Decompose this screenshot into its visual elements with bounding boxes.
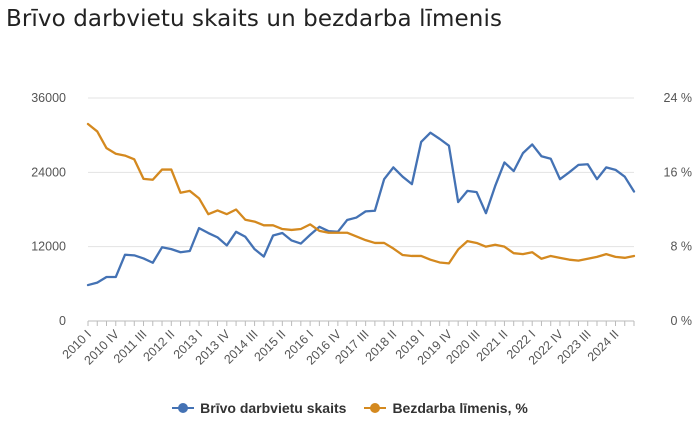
- legend-item-unemployment[interactable]: Bezdarba līmenis, %: [364, 400, 528, 416]
- left-tick-label: 24000: [31, 165, 66, 179]
- x-tick-label: 2021 II: [474, 327, 511, 364]
- grid-lines: [88, 97, 634, 322]
- legend: Brīvo darbvietu skaits Bezdarba līmenis,…: [0, 400, 700, 416]
- chart-title: Brīvo darbvietu skaits un bezdarba līmen…: [6, 6, 503, 32]
- x-tick-label: 2012 II: [140, 327, 177, 364]
- series-line-1: [86, 122, 636, 265]
- left-tick-label: 0: [59, 314, 66, 328]
- legend-label-unemployment: Bezdarba līmenis, %: [392, 400, 528, 416]
- legend-item-vacancies[interactable]: Brīvo darbvietu skaits: [172, 400, 346, 416]
- series-lines: [86, 122, 636, 287]
- right-tick-label: 8 %: [670, 240, 692, 254]
- legend-label-vacancies: Brīvo darbvietu skaits: [200, 400, 347, 416]
- left-tick-label: 36000: [31, 91, 66, 105]
- right-tick-label: 24 %: [664, 91, 693, 105]
- right-tick-label: 16 %: [664, 165, 693, 179]
- legend-symbol-unemployment: [364, 403, 387, 413]
- legend-symbol-vacancies: [172, 403, 195, 413]
- x-tick-label: 2015 II: [252, 327, 289, 364]
- right-axis-ticks: 0 % 8 % 16 % 24 %: [664, 91, 693, 328]
- left-axis-ticks: 0 12000 24000 36000: [31, 91, 66, 328]
- x-tick-label: 2018 II: [363, 327, 400, 364]
- chart-area: 0 12000 24000 36000 0 % 8 % 16 % 24 % 2010 I20…: [31, 91, 693, 368]
- x-tick-label: 2024 II: [585, 327, 622, 364]
- left-tick-label: 12000: [31, 240, 66, 254]
- right-tick-label: 0 %: [670, 314, 692, 328]
- series-line-0: [86, 131, 636, 287]
